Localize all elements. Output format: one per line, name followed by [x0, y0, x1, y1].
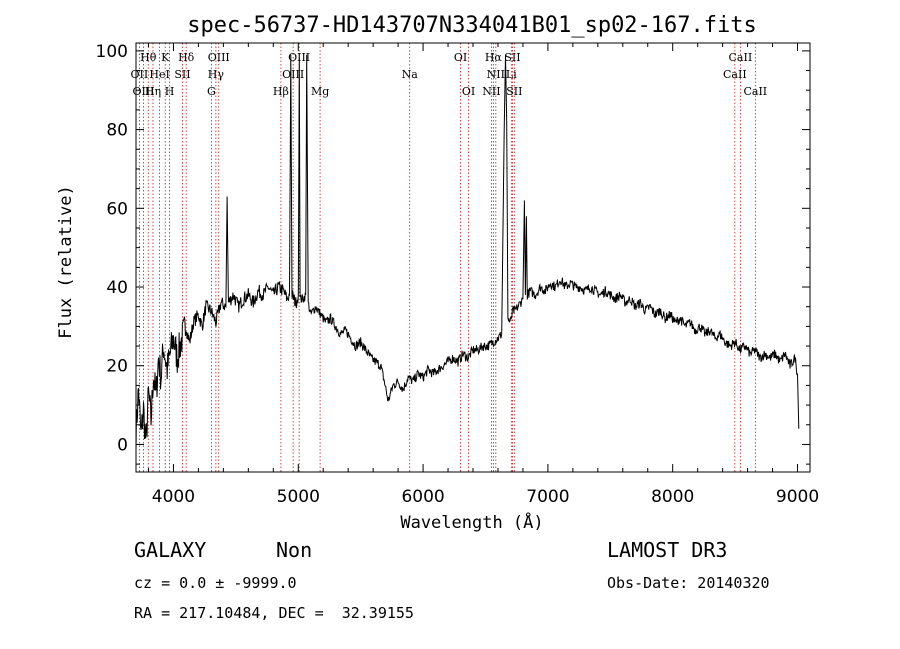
- line-label-15: Mg: [311, 85, 329, 98]
- line-label-19: Hα: [485, 51, 503, 64]
- observation-date: Obs-Date: 20140320: [607, 574, 770, 592]
- y-tick-label-3: 60: [106, 199, 128, 219]
- x-tick-label-2: 6000: [401, 487, 444, 507]
- object-subclass: Non: [276, 538, 313, 562]
- line-label-25: CaII: [729, 51, 753, 64]
- x-tick-label-5: 9000: [776, 487, 819, 507]
- line-labels: OII OIII Hθ Hη K H HeI SII Hδ OIII Hγ G Hβ OIII OIII Mg…: [131, 51, 768, 98]
- line-label-1: OIII: [132, 85, 154, 98]
- line-label-0: OII: [131, 68, 149, 81]
- line-label-18: OI: [462, 85, 475, 98]
- x-tick-label-0: 4000: [152, 487, 195, 507]
- plot-frame: [135, 42, 811, 473]
- line-label-7: SII: [174, 68, 190, 81]
- line-label-23: SII: [506, 85, 522, 98]
- y-tick-label-0: 0: [117, 435, 128, 455]
- x-tick-label-1: 5000: [277, 487, 320, 507]
- line-label-6: HeI: [149, 68, 169, 81]
- object-class: GALAXY: [134, 538, 207, 562]
- line-label-13: OIII: [288, 51, 310, 64]
- line-label-17: OI: [454, 51, 467, 64]
- line-label-3: Hη: [145, 85, 161, 98]
- line-label-8: Hδ: [178, 51, 195, 64]
- chart-title: spec-56737-HD143707N334041B01_sp02-167.f…: [187, 13, 757, 38]
- line-label-24: Li: [506, 68, 517, 81]
- line-label-16: Na: [402, 68, 419, 81]
- line-label-10: Hγ: [208, 68, 225, 81]
- y-tick-label-4: 80: [106, 121, 128, 141]
- line-label-9: OIII: [208, 51, 230, 64]
- x-axis: 4000 5000 6000 7000 8000 9000: [147, 43, 819, 507]
- line-label-11: G: [207, 85, 216, 98]
- line-label-14: OIII: [282, 68, 304, 81]
- y-axis: 0 20 40 60 80 100: [96, 42, 810, 465]
- redshift-readout: cz = 0.0 ± -9999.0: [134, 574, 297, 592]
- x-tick-label-3: 7000: [526, 487, 569, 507]
- line-markers: [138, 43, 756, 472]
- line-label-12: Hβ: [273, 85, 289, 98]
- y-tick-label-5: 100: [96, 42, 128, 62]
- line-label-2: Hθ: [140, 51, 157, 64]
- y-tick-label-1: 20: [106, 357, 128, 377]
- x-axis-label: Wavelength (Å): [400, 511, 543, 533]
- y-tick-label-2: 40: [106, 278, 128, 298]
- line-label-20: SII: [504, 51, 520, 64]
- line-label-26: CaII: [723, 68, 747, 81]
- spectrum-series-line: [135, 54, 800, 451]
- line-label-4: K: [161, 51, 170, 64]
- survey-name: LAMOST DR3: [607, 538, 728, 562]
- line-label-27: CaII: [743, 85, 767, 98]
- line-label-5: H: [165, 85, 175, 98]
- x-tick-label-4: 8000: [651, 487, 694, 507]
- y-axis-label: Flux (relative): [56, 185, 76, 339]
- line-label-22: NII: [482, 85, 500, 98]
- coordinates-readout: RA = 217.10484, DEC = 32.39155: [134, 604, 414, 622]
- line-label-21: NII: [487, 68, 505, 81]
